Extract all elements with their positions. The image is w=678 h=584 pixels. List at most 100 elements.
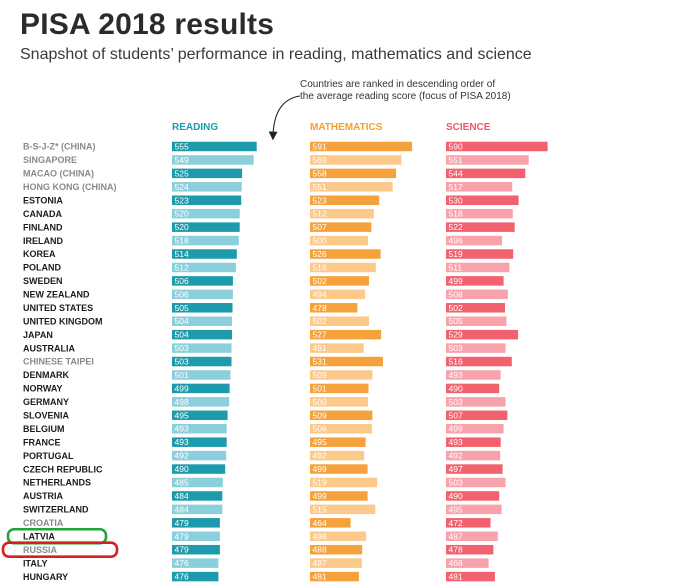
mathematics-value-label: 494	[313, 289, 327, 299]
country-label: DENMARK	[23, 370, 69, 380]
mathematics-bar	[310, 464, 368, 474]
reading-bar	[172, 491, 223, 501]
country-label: NORWAY	[23, 384, 63, 394]
reading-value-label: 512	[175, 262, 189, 272]
reading-value-label: 479	[175, 518, 189, 528]
country-label: AUSTRALIA	[23, 343, 75, 353]
science-value-label: 517	[449, 182, 463, 192]
mathematics-bar	[310, 262, 376, 273]
science-value-label: 502	[449, 303, 463, 313]
reading-value-label: 485	[175, 478, 189, 488]
country-label: ESTONIA	[23, 195, 63, 205]
mathematics-value-label: 558	[313, 168, 327, 178]
mathematics-bar	[310, 397, 368, 407]
country-row-finland: FINLAND 520 507 522	[23, 222, 515, 232]
science-bar	[446, 383, 500, 394]
country-row-netherlands: NETHERLANDS 485 519 503	[23, 478, 506, 488]
reading-bar	[172, 155, 254, 165]
country-label: UNITED KINGDOM	[23, 316, 103, 326]
science-bar	[446, 289, 508, 300]
reading-value-label: 495	[175, 410, 189, 420]
country-label: NETHERLANDS	[23, 478, 91, 488]
country-label: PORTUGAL	[23, 451, 74, 461]
mathematics-value-label: 507	[313, 222, 327, 232]
mathematics-bar	[310, 518, 351, 528]
reading-bar	[172, 141, 257, 152]
country-label: FRANCE	[23, 437, 61, 447]
column-header-science: SCIENCE	[446, 122, 491, 133]
science-bar	[446, 343, 506, 353]
mathematics-bar	[310, 571, 359, 582]
science-value-label: 529	[449, 330, 463, 340]
science-value-label: 487	[449, 531, 463, 541]
country-row-portugal: PORTUGAL 492 492 492	[23, 450, 501, 461]
highlight-markers	[1, 527, 119, 559]
reading-value-label: 492	[175, 451, 189, 461]
mathematics-value-label: 591	[313, 142, 327, 152]
note-arrow	[268, 95, 301, 141]
mathematics-bar	[310, 276, 369, 286]
mathematics-value-label: 478	[313, 303, 327, 313]
science-value-label: 503	[449, 343, 463, 353]
reading-bar	[172, 477, 223, 488]
country-row-b-s-j-z-china: B-S-J-Z* (CHINA) 555 591 590	[23, 142, 548, 152]
reading-value-label: 479	[175, 545, 189, 555]
country-row-japan: JAPAN 504 527 529	[23, 330, 519, 340]
science-bar	[446, 450, 501, 461]
mathematics-bar	[310, 450, 365, 461]
reading-bar	[172, 370, 231, 380]
science-value-label: 495	[449, 504, 463, 514]
science-bar	[446, 531, 498, 542]
mathematics-bar	[310, 531, 367, 542]
country-row-italy: ITALY 476 487 468	[23, 558, 489, 568]
country-label: NEW ZEALAND	[23, 290, 90, 300]
mathematics-value-label: 515	[313, 504, 327, 514]
science-bar	[446, 141, 548, 152]
reading-value-label: 514	[175, 249, 189, 259]
reading-bar	[172, 531, 220, 542]
mathematics-value-label: 492	[313, 451, 327, 461]
science-bar	[446, 518, 491, 528]
science-bar	[446, 303, 505, 313]
reading-bar	[172, 571, 219, 582]
reading-value-label: 504	[175, 330, 189, 340]
reading-bar	[172, 195, 242, 206]
science-value-label: 493	[449, 370, 463, 380]
reading-bar	[172, 356, 232, 367]
mathematics-value-label: 526	[313, 249, 327, 259]
reading-bar	[172, 222, 240, 232]
reading-bar	[172, 558, 219, 568]
country-row-estonia: ESTONIA 523 523 530	[23, 195, 519, 205]
reading-bar	[172, 208, 240, 219]
mathematics-value-label: 509	[313, 410, 327, 420]
mathematics-value-label: 509	[313, 370, 327, 380]
country-label: CZECH REPUBLIC	[23, 464, 103, 474]
mathematics-bar	[310, 289, 366, 300]
reading-value-label: 490	[175, 464, 189, 474]
science-value-label: 468	[449, 558, 463, 568]
country-label: B-S-J-Z* (CHINA)	[23, 142, 96, 152]
science-bar	[446, 464, 503, 474]
reading-value-label: 484	[175, 491, 189, 501]
mathematics-bar	[310, 423, 372, 434]
reading-value-label: 524	[175, 182, 189, 192]
country-label: CANADA	[23, 209, 62, 219]
reading-value-label: 549	[175, 155, 189, 165]
country-row-singapore: SINGAPORE 549 569 551	[23, 155, 529, 165]
science-bar	[446, 262, 510, 273]
mathematics-bar	[310, 222, 372, 232]
country-row-czech-republic: CZECH REPUBLIC 490 499 497	[23, 464, 503, 474]
reading-bar	[172, 168, 243, 179]
mathematics-bar	[310, 558, 362, 568]
reading-bar	[172, 410, 228, 421]
country-row-sweden: SWEDEN 506 502 499	[23, 276, 504, 286]
reading-value-label: 503	[175, 357, 189, 367]
science-value-label: 522	[449, 222, 463, 232]
mathematics-value-label: 501	[313, 383, 327, 393]
country-row-denmark: DENMARK 501 509 493	[23, 370, 501, 380]
science-bar	[446, 168, 526, 179]
mathematics-value-label: 502	[313, 276, 327, 286]
mathematics-bar	[310, 235, 368, 246]
country-label: SWITZERLAND	[23, 505, 89, 515]
